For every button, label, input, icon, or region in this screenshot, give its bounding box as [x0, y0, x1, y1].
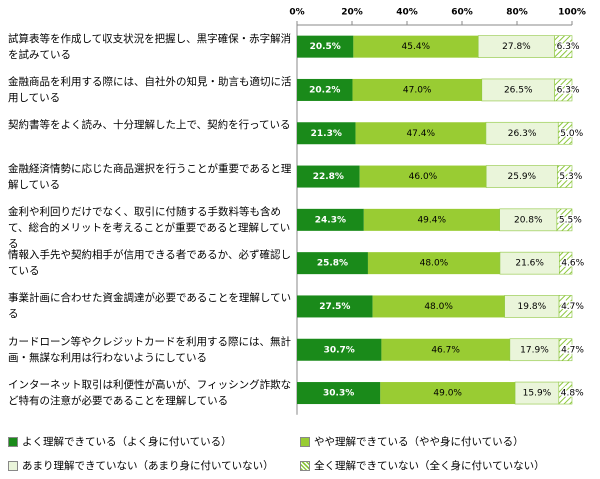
value-label: 46.0% — [409, 172, 438, 182]
value-label: 25.9% — [508, 172, 537, 182]
bar-segment — [353, 35, 479, 58]
bar-segment — [554, 35, 573, 58]
legend-item: よく理解できている（よく身に付いている） — [8, 434, 232, 449]
category-label: 事業計画に合わせた資金調達が必要であることを理解している — [8, 292, 292, 321]
value-label: 49.0% — [433, 389, 462, 399]
legend-item: あまり理解できていない（あまり身に付いていない） — [8, 458, 274, 473]
value-label: 19.8% — [518, 302, 547, 312]
bar-segment — [297, 295, 373, 318]
bar-segment — [367, 252, 500, 275]
bar-segment — [297, 208, 364, 231]
x-tick-label: 60% — [451, 8, 473, 18]
bar-segment — [297, 252, 368, 275]
x-tick-label: 80% — [506, 8, 528, 18]
category-label: 契約書等をよく読み、十分理解した上で、契約を行っている — [8, 119, 291, 132]
bar-segment — [380, 382, 516, 405]
legend-label: 全く理解できていない（全く身に付いていない） — [314, 460, 545, 472]
legend-swatch — [8, 460, 18, 471]
value-label: 48.0% — [420, 259, 449, 269]
bar-segment — [557, 165, 573, 188]
bar-segment — [297, 122, 356, 145]
category-label: 金融経済情勢に応じた商品選択を行うことが重要であると理解している — [8, 162, 292, 191]
value-label: 20.5% — [310, 42, 341, 52]
bar-segment — [372, 295, 505, 318]
category-label: インターネット取引は利便性が高いが、フィッシング詐欺など特有の注意が必要であるこ… — [8, 379, 292, 408]
bar-segment — [557, 121, 573, 145]
bar-segment — [359, 165, 487, 188]
value-label: 25.8% — [317, 259, 348, 269]
value-label: 20.8% — [514, 215, 543, 225]
value-label: 26.5% — [504, 85, 533, 95]
bar-segment — [556, 208, 573, 232]
category-label: 試算表等を作成して収支状況を把握し、黒字確保・赤字解消を試みている — [8, 32, 292, 61]
legend-swatch — [8, 436, 18, 447]
value-label: 27.5% — [319, 302, 350, 312]
legend-swatch — [300, 436, 310, 447]
x-tick-label: 0% — [289, 8, 304, 18]
value-label: 45.4% — [402, 42, 431, 52]
category-label: 金利や利回りだけでなく、取引に付随する手数料等も含めて、総合的メリットを考えるこ… — [8, 205, 291, 250]
value-label: 17.9% — [520, 345, 549, 355]
category-label: カードローン等やクレジットカードを利用する際には、無計画・無謀な利用は行わないよ… — [8, 335, 291, 364]
bar-segment — [297, 78, 353, 101]
bar-segment — [559, 251, 573, 275]
bar-segment — [558, 381, 573, 405]
value-label: 15.9% — [523, 389, 552, 399]
value-label: 6.3% — [557, 85, 580, 95]
value-label: 5.5% — [559, 215, 582, 225]
legend-item: 全く理解できていない（全く身に付いていない） — [300, 458, 545, 473]
value-label: 22.8% — [313, 172, 344, 182]
value-label: 5.0% — [560, 129, 583, 139]
value-label: 26.3% — [508, 129, 537, 139]
value-label: 49.4% — [417, 215, 446, 225]
value-label: 46.7% — [431, 345, 460, 355]
bar-segment — [558, 338, 573, 362]
x-tick-label: 40% — [396, 8, 418, 18]
legend-item: やや理解できている（やや身に付いている） — [300, 434, 524, 449]
legend-swatch — [300, 460, 310, 471]
value-label: 6.3% — [557, 42, 580, 52]
value-label: 21.3% — [311, 129, 342, 139]
bar-segment — [297, 382, 381, 405]
category-label: 金融商品を利用する際には、自社外の知見・助言も適切に活用している — [8, 75, 292, 104]
value-label: 4.8% — [561, 389, 584, 399]
value-label: 30.3% — [323, 389, 354, 399]
value-label: 5.3% — [559, 172, 582, 182]
bar-segment — [554, 78, 573, 102]
value-label: 20.2% — [309, 85, 340, 95]
value-label: 27.8% — [502, 42, 531, 52]
bar-segment — [297, 35, 354, 58]
x-tick-label: 20% — [341, 8, 363, 18]
value-label: 48.0% — [424, 302, 453, 312]
legend-label: やや理解できている（やや身に付いている） — [314, 436, 524, 448]
bar-segment — [297, 338, 382, 361]
legend-label: よく理解できている（よく身に付いている） — [22, 436, 232, 448]
bar-segment — [363, 208, 500, 231]
bar-segment — [355, 122, 486, 145]
bar-segment — [297, 165, 360, 188]
value-label: 4.7% — [561, 302, 584, 312]
x-tick-label: 100% — [558, 8, 586, 18]
legend-label: あまり理解できていない（あまり身に付いていない） — [22, 460, 274, 472]
value-label: 47.0% — [403, 85, 432, 95]
value-label: 24.3% — [315, 215, 346, 225]
category-label: 情報入手先や契約相手が信用できる者であるか、必ず確認している — [8, 249, 291, 278]
value-label: 30.7% — [324, 345, 355, 355]
value-label: 21.6% — [515, 259, 544, 269]
bar-segment — [381, 338, 510, 361]
value-label: 47.4% — [406, 129, 435, 139]
bar-segment — [558, 295, 573, 318]
value-label: 4.7% — [561, 345, 584, 355]
bar-segment — [352, 78, 482, 101]
value-label: 4.6% — [561, 259, 584, 269]
